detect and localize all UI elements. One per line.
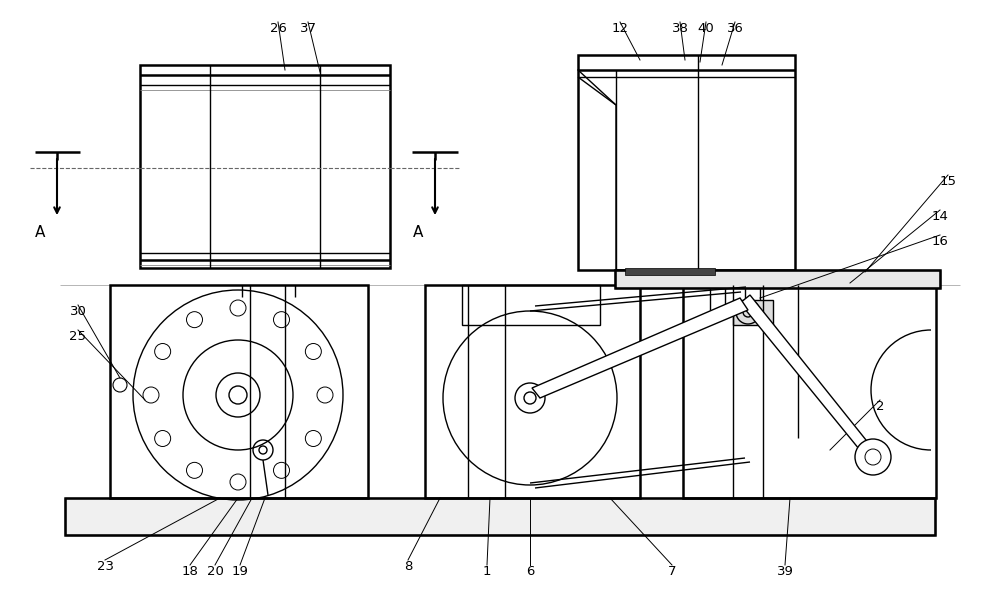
Text: 18: 18 [182, 565, 198, 578]
Text: 30: 30 [70, 305, 86, 318]
Text: 6: 6 [526, 565, 534, 578]
Text: 14: 14 [932, 210, 948, 223]
Text: 2: 2 [876, 400, 884, 413]
Text: 8: 8 [404, 560, 412, 573]
Bar [615, 270, 940, 288]
Bar [140, 65, 390, 268]
Text: 39: 39 [777, 565, 793, 578]
Bar [425, 285, 640, 498]
Text: 40: 40 [698, 22, 714, 35]
Bar [683, 285, 936, 498]
Text: 26: 26 [270, 22, 286, 35]
Polygon shape [740, 295, 878, 460]
Bar [733, 300, 773, 325]
Bar [462, 285, 600, 325]
Text: 15: 15 [940, 175, 956, 188]
Bar [625, 268, 715, 275]
Circle shape [855, 439, 891, 475]
Bar [615, 270, 940, 288]
Bar [578, 55, 795, 270]
Text: 36: 36 [727, 22, 743, 35]
Text: 38: 38 [672, 22, 688, 35]
Text: 16: 16 [932, 235, 948, 248]
Bar [110, 285, 368, 498]
Text: 7: 7 [668, 565, 676, 578]
Text: A: A [35, 225, 45, 240]
Text: 37: 37 [300, 22, 316, 35]
Bar [65, 498, 935, 535]
Bar [65, 498, 935, 535]
Text: 20: 20 [207, 565, 223, 578]
Text: 19: 19 [232, 565, 248, 578]
Text: 12: 12 [612, 22, 629, 35]
Text: 23: 23 [96, 560, 114, 573]
Text: A: A [413, 225, 423, 240]
Text: 25: 25 [70, 330, 87, 343]
Polygon shape [532, 298, 748, 398]
Text: 1: 1 [483, 565, 491, 578]
